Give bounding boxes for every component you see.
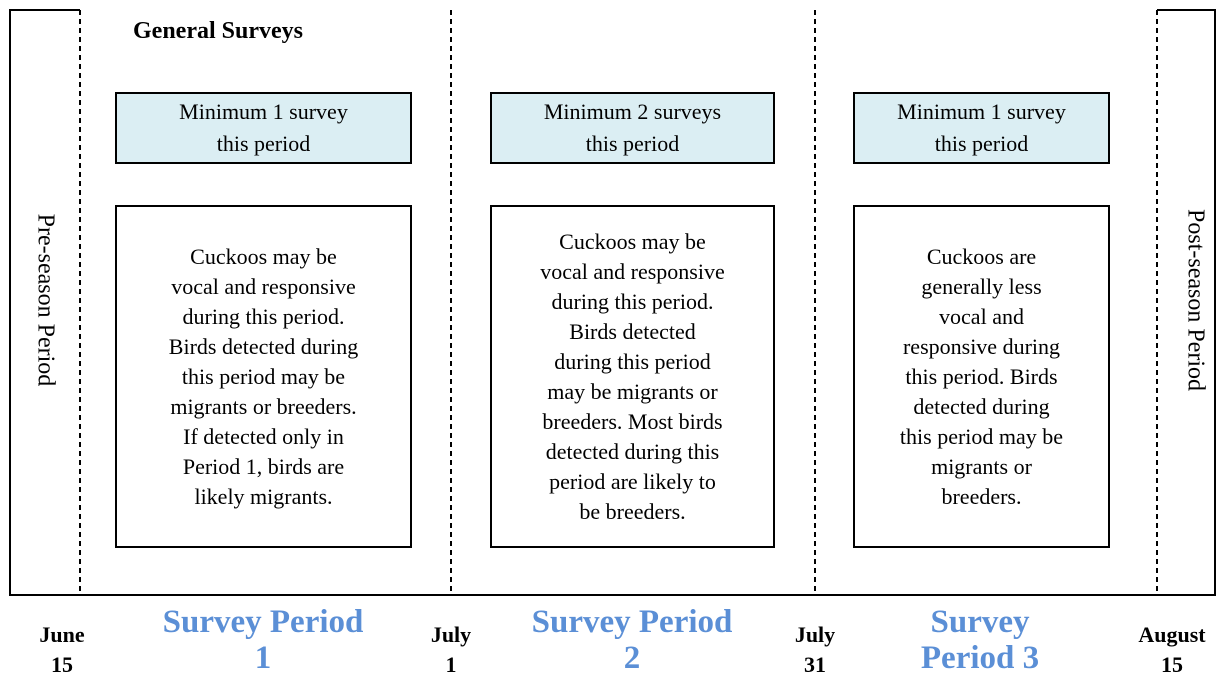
requirement-line: this period [585, 131, 680, 156]
description-line: this period. Birds [905, 363, 1058, 389]
description-line: Cuckoos are [926, 243, 1037, 269]
description-line: may be migrants or [547, 378, 718, 404]
date-label: August 15 [1138, 620, 1205, 680]
description-box: Cuckoos may be vocal and responsive during… [115, 205, 412, 548]
description-line: migrants or [931, 453, 1032, 479]
description-line: Period 1, birds are [182, 453, 345, 479]
description-line: Cuckoos may be [559, 228, 706, 254]
description-line: breeders. Most birds [542, 408, 723, 434]
frame-border [9, 9, 1216, 596]
description-line: generally less [921, 273, 1042, 299]
description-line: Birds detected during [168, 333, 359, 359]
date-label: July 31 [795, 620, 835, 680]
description-line: vocal and responsive [540, 258, 725, 284]
requirement-line: Minimum 1 survey [179, 99, 348, 124]
period-label-line: 2 [623, 640, 641, 676]
requirement-line: this period [934, 131, 1029, 156]
requirement-box: Minimum 1 survey this period [853, 92, 1110, 164]
side-label: Post-season Period [1182, 209, 1209, 391]
period-label-line: Survey Period [162, 604, 364, 640]
description-line: vocal and [939, 303, 1024, 329]
description-line: during this period. [182, 303, 345, 329]
description-line: detected during [913, 393, 1050, 419]
requirement-box: Minimum 1 survey this period [115, 92, 412, 164]
requirement-line: Minimum 2 surveys [543, 99, 722, 124]
date-line: August [1138, 622, 1206, 647]
date-line: 15 [1161, 652, 1183, 677]
description-line: be breeders. [579, 498, 686, 524]
period-label-line: 1 [254, 640, 272, 676]
description-line: If detected only in [183, 423, 344, 449]
description-line: this period may be [899, 423, 1064, 449]
description-line: Birds detected [569, 318, 696, 344]
description-line: Cuckoos may be [190, 243, 337, 269]
date-line: 15 [51, 652, 73, 677]
period-label-line: Survey [930, 604, 1030, 640]
description-line: migrants or breeders. [170, 393, 357, 419]
description-line: breeders. [941, 483, 1022, 509]
description-line: detected during this [545, 438, 720, 464]
requirement-line: this period [216, 131, 311, 156]
side-label: Pre-season Period [32, 213, 59, 387]
date-line: 1 [445, 652, 457, 677]
description-line: during this period [554, 348, 711, 374]
description-box: Cuckoos are generally less vocal and respon… [853, 205, 1110, 548]
description-line: period are likely to [549, 468, 716, 494]
date-line: June [39, 622, 85, 647]
period-label-line: Period 3 [920, 640, 1040, 676]
title: General Surveys [133, 18, 303, 44]
description-line: likely migrants. [194, 483, 333, 509]
requirement-line: Minimum 1 survey [897, 99, 1066, 124]
period-label-line: Survey Period [531, 604, 733, 640]
period-label: Survey Period 3 [921, 604, 1039, 676]
description-line: vocal and responsive [171, 273, 356, 299]
requirement-box: Minimum 2 surveys this period [490, 92, 775, 164]
description-line: this period may be [181, 363, 346, 389]
dividers [79, 10, 1158, 595]
description-line: responsive during [902, 333, 1061, 359]
date-line: July [430, 622, 472, 647]
date-line: July [794, 622, 836, 647]
date-label: July 1 [431, 620, 471, 680]
description-line: during this period. [551, 288, 714, 314]
period-label: Survey Period 1 [163, 604, 364, 676]
date-line: 31 [803, 652, 826, 677]
description-box: Cuckoos may be vocal and responsive during… [490, 205, 775, 548]
date-label: June 15 [39, 620, 84, 680]
period-label: Survey Period 2 [532, 604, 733, 676]
